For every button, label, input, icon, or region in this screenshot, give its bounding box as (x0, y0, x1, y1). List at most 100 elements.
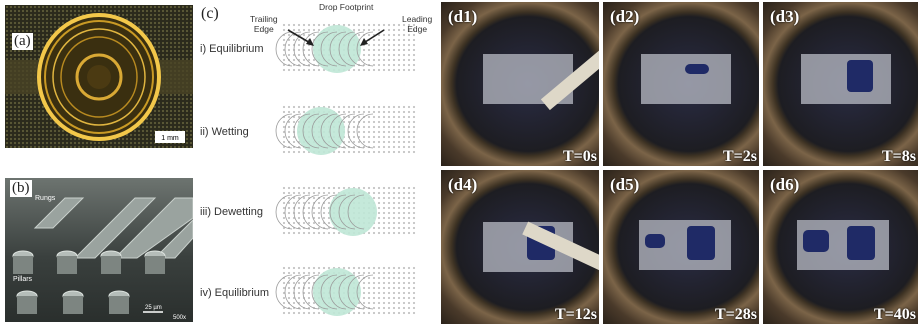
pillar-dot (372, 48, 376, 52)
pillar-dot (377, 191, 381, 195)
contact-line-arc (293, 31, 311, 67)
pillar-dot (407, 186, 411, 190)
contact-line-arc (284, 274, 302, 310)
pillar-dot (292, 186, 296, 190)
pillar-dot (382, 266, 386, 270)
pillar-dot (382, 140, 386, 144)
pillar-dot (412, 115, 416, 119)
pillar-dot (302, 105, 306, 109)
pillar-dot (392, 23, 396, 27)
pillar-dot (382, 231, 386, 235)
pillar-dot (377, 53, 381, 57)
contact-line-arc (338, 31, 356, 67)
pillar-dot (307, 48, 311, 52)
pillar-dot (372, 105, 376, 109)
pillar-dot (412, 191, 416, 195)
pillar-dot (362, 296, 366, 300)
contact-line-arc (320, 274, 338, 310)
leading-edge-arrowhead (360, 38, 368, 46)
pillar-dot (382, 296, 386, 300)
pillar-dot (412, 48, 416, 52)
pillar-dot (377, 58, 381, 62)
pillar-dot (392, 186, 396, 190)
pillar-dot (412, 226, 416, 230)
pillar-dot (347, 140, 351, 144)
pillar-dot (282, 271, 286, 275)
pillar-dot (382, 311, 386, 315)
contact-line-arc (302, 31, 320, 67)
pillar-dot (392, 281, 396, 285)
pillar-dot (317, 206, 321, 210)
pillar-dot (387, 120, 391, 124)
pillar-dot (367, 271, 371, 275)
pillar-dot (397, 125, 401, 129)
label-pillars: Pillars (13, 276, 33, 283)
pillar-dot (292, 68, 296, 72)
contact-line-arc (320, 194, 338, 230)
pillar-dot (332, 231, 336, 235)
pillar-dot (382, 201, 386, 205)
contact-line-arc (329, 113, 347, 149)
pillar-dot (297, 105, 301, 109)
pillar-dot (372, 231, 376, 235)
pillar-dot (407, 216, 411, 220)
pillar-dot (292, 311, 296, 315)
pillar-dot (282, 221, 286, 225)
pillar-dot (377, 63, 381, 67)
pillar-dot (372, 23, 376, 27)
pillar-dot (402, 231, 406, 235)
pillar-dot (287, 105, 291, 109)
pillar-dot (287, 196, 291, 200)
pillar-dot (362, 23, 366, 27)
pillar-dot (322, 206, 326, 210)
panel-a-tag: (a) (12, 33, 33, 50)
pillar-dot (282, 28, 286, 32)
pillar-dot (307, 58, 311, 62)
pillar-dot (407, 271, 411, 275)
photo-d6-time: T=40s (873, 306, 916, 323)
pillar-dot (357, 33, 361, 37)
photo-d5-time: T=28s (714, 306, 757, 323)
pillar-dot (397, 196, 401, 200)
pillar-dot (352, 135, 356, 139)
photo-d2-time: T=2s (722, 148, 757, 165)
pillar-dot (367, 191, 371, 195)
pillar-dot (397, 231, 401, 235)
pillar-dot (367, 291, 371, 295)
pillar-dot (387, 23, 391, 27)
pillar-dot (392, 48, 396, 52)
pillar-dot (402, 23, 406, 27)
pillar-dot (402, 221, 406, 225)
pillar-dot (377, 221, 381, 225)
pillar-dot (402, 140, 406, 144)
pillar-dot (387, 206, 391, 210)
pillar-dot (292, 266, 296, 270)
pillar-dot (392, 68, 396, 72)
pillar-dot (282, 311, 286, 315)
pillar-dot (297, 186, 301, 190)
pillar-dot (407, 206, 411, 210)
pillar-dot (282, 110, 286, 114)
pillar-dot (402, 110, 406, 114)
contact-line-arc (293, 274, 311, 310)
pillar-dot (297, 291, 301, 295)
pillar-dot (412, 120, 416, 124)
pillar-dot (412, 291, 416, 295)
pillar-dot (292, 110, 296, 114)
pillar-dot (367, 301, 371, 305)
pillar-dot (352, 120, 356, 124)
pillar-dot (347, 120, 351, 124)
pillar-dot (347, 115, 351, 119)
photo-d6-tag: (d6) (770, 175, 800, 194)
photo-d4-time: T=12s (554, 306, 597, 323)
pillar-dot (377, 125, 381, 129)
photo-d2-tag: (d2) (610, 7, 640, 26)
pillar-dot (372, 186, 376, 190)
pillar-dot (397, 145, 401, 149)
pillar-dot (297, 48, 301, 52)
pillar-dot (397, 301, 401, 305)
pillar-dot (377, 216, 381, 220)
pillar-dot (362, 125, 366, 129)
pillar-dot (387, 68, 391, 72)
photo-d5: (d5) T=28s (603, 170, 759, 324)
